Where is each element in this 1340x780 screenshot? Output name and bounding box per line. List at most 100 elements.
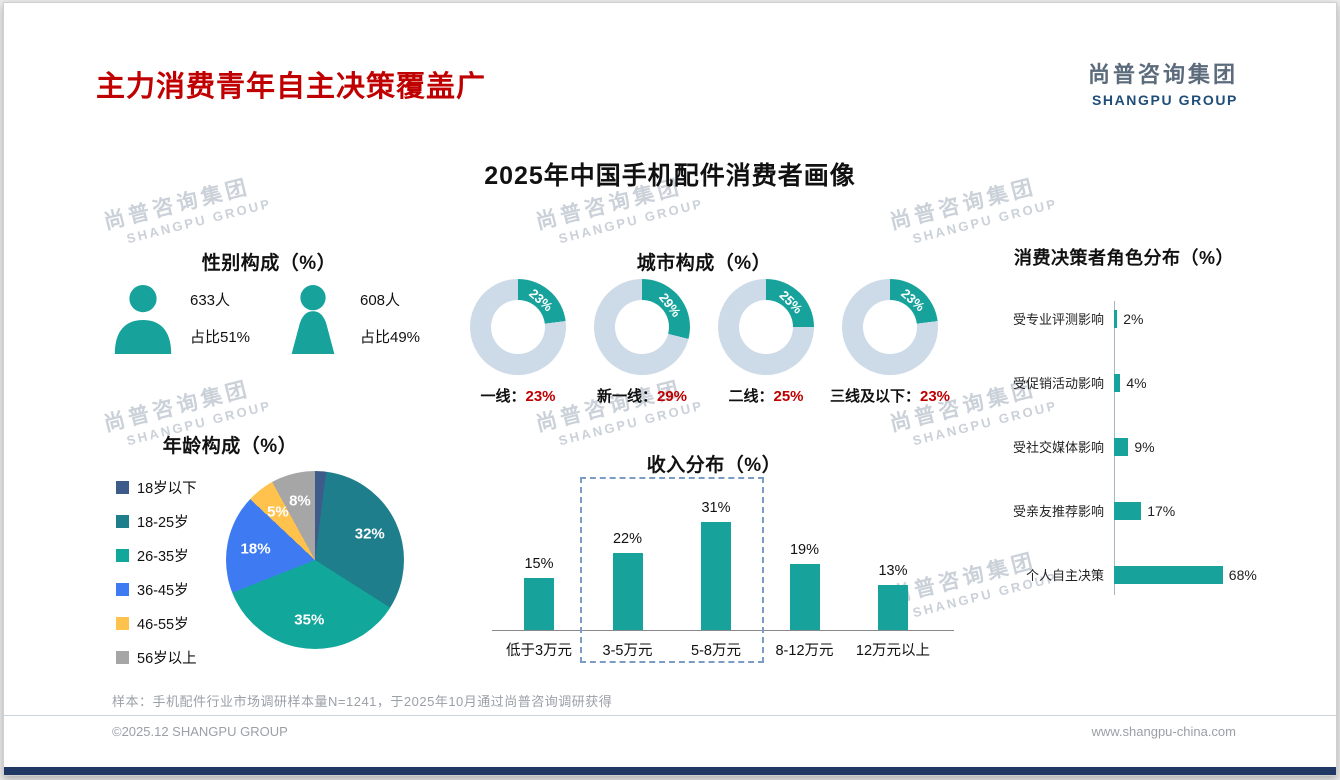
income-baseline: [492, 630, 954, 631]
pie-slice-label: 32%: [354, 525, 385, 543]
income-bar: [878, 584, 908, 630]
decision-value: 17%: [1147, 502, 1176, 519]
income-chart: 15% 低于3万元 22% 3-5万元 31% 5-8万元 19% 8-12万元 13% 12万元…: [484, 469, 959, 669]
decision-bar-row: 受社交媒体影响 9%: [956, 437, 1306, 456]
decision-label: 受促销活动影响: [1012, 376, 1104, 391]
legend-label: 18-25岁: [137, 515, 189, 531]
income-value: 22%: [612, 531, 643, 547]
donut-hole: [615, 300, 669, 354]
watermark-cn: 尚普咨询集团: [101, 377, 253, 437]
city-donut-chart: 23%: [842, 279, 938, 375]
footer-divider: [4, 715, 1336, 716]
donut-hole: [863, 300, 917, 354]
income-bar: [612, 553, 643, 630]
decision-label: 受社交媒体影响: [1012, 440, 1104, 455]
gender-section-title: 性别构成（%）: [201, 253, 337, 274]
female-icon: [278, 281, 348, 359]
legend-label: 26-35岁: [137, 549, 189, 565]
donut-hole: [491, 300, 545, 354]
age-section-title: 年龄构成（%）: [162, 436, 298, 457]
decision-value: 2%: [1123, 310, 1144, 327]
decision-bar-row: 受亲友推荐影响 17%: [956, 501, 1306, 520]
page-title: 主力消费青年自主决策覆盖广: [96, 71, 487, 103]
decision-label: 受专业评测影响: [1012, 312, 1104, 327]
donut-caption-label: 二线：: [728, 388, 774, 405]
pie-slice-label: 5%: [267, 503, 289, 521]
donut-caption: 新一线：29%: [597, 385, 687, 406]
decision-bar: [1114, 437, 1129, 456]
income-category: 3-5万元: [602, 643, 653, 659]
watermark-en: SHANGPU GROUP: [125, 195, 274, 247]
legend-item: 36-45岁: [116, 579, 197, 600]
income-category: 5-8万元: [691, 643, 741, 659]
income-value: 31%: [701, 499, 731, 516]
bottom-accent-bar: [4, 767, 1336, 775]
legend-label: 36-45岁: [137, 583, 189, 599]
city-donut-chart: 25%: [718, 279, 814, 375]
income-bar: [789, 563, 820, 630]
brand-logo: 尚普咨询集团 SHANGPU GROUP: [1088, 57, 1238, 108]
legend-swatch: [116, 617, 129, 630]
gender-section: 633人 占比51% 608人 占比49%: [108, 281, 448, 359]
age-legend: 18岁以下 18-25岁 26-35岁 36-45岁 46-55岁 56岁以上: [116, 477, 197, 681]
income-bar: [524, 577, 554, 630]
slide: 尚普咨询集团 SHANGPU GROUP 尚普咨询集团 SHANGPU GROUP 尚普…: [3, 2, 1337, 776]
donut-hole: [739, 300, 793, 354]
legend-swatch: [116, 515, 129, 528]
infographic-title: 2025年中国手机配件消费者画像: [484, 162, 856, 190]
decision-bar: [1114, 501, 1142, 520]
decision-value: 68%: [1228, 566, 1257, 583]
income-category: 12万元以上: [855, 643, 931, 659]
legend-swatch: [116, 549, 129, 562]
legend-label: 18岁以下: [137, 481, 197, 497]
city-donut-cell: 29% 新一线：29%: [580, 279, 704, 406]
legend-label: 56岁以上: [137, 651, 197, 667]
income-category: 8-12万元: [775, 643, 834, 659]
footer-website: www.shangpu-china.com: [1091, 724, 1236, 739]
income-bar: [701, 521, 731, 630]
income-section-title: 收入分布（%）: [646, 455, 782, 476]
decision-value: 9%: [1134, 438, 1155, 455]
male-count: 633人: [190, 292, 231, 309]
income-value: 13%: [878, 562, 908, 579]
sample-footnote: 样本：手机配件行业市场调研样本量N=1241，于2025年10月通过尚普咨询调研…: [112, 694, 613, 709]
female-stats: 608人 占比49%: [360, 289, 448, 347]
donut-caption: 三线及以下：23%: [830, 385, 950, 406]
donut-caption-label: 一线：: [480, 388, 526, 405]
legend-item: 46-55岁: [116, 613, 197, 634]
city-donut-chart: 29%: [594, 279, 690, 375]
income-highlight-box: [579, 477, 764, 663]
city-donut-chart: 23%: [470, 279, 566, 375]
donut-caption: 二线：25%: [728, 385, 803, 406]
decision-bar-row: 受专业评测影响 2%: [956, 309, 1306, 328]
decision-bar: [1114, 309, 1118, 328]
decision-label: 受亲友推荐影响: [1012, 504, 1104, 519]
donut-caption-value: 23%: [525, 388, 556, 405]
decision-value: 4%: [1126, 374, 1147, 391]
decision-section-title: 消费决策者角色分布（%）: [1013, 248, 1234, 268]
donut-caption-label: 新一线：: [596, 388, 657, 405]
legend-swatch: [116, 583, 129, 596]
city-donut-cell: 23% 三线及以下：23%: [828, 279, 952, 406]
footer-copyright: ©2025.12 SHANGPU GROUP: [112, 724, 288, 739]
watermark-en: SHANGPU GROUP: [557, 397, 706, 449]
city-donut-cell: 23% 一线：23%: [456, 279, 580, 406]
legend-label: 46-55岁: [137, 617, 189, 633]
city-donuts: 23% 一线：23% 29% 新一线：29% 25% 二线：25% 23% 三线及以下：23%: [456, 279, 952, 406]
legend-swatch: [116, 481, 129, 494]
decision-bar-row: 个人自主决策 68%: [956, 565, 1306, 584]
female-share: 占比49%: [360, 329, 421, 346]
decision-bar: [1114, 373, 1121, 392]
brand-logo-cn: 尚普咨询集团: [1087, 62, 1238, 87]
donut-caption-value: 29%: [656, 388, 688, 405]
legend-swatch: [116, 651, 129, 664]
male-stats: 633人 占比51%: [190, 289, 278, 347]
female-count: 608人: [360, 292, 401, 309]
pie-slice-label: 8%: [289, 492, 311, 510]
donut-caption-value: 23%: [919, 388, 951, 405]
brand-logo-en: SHANGPU GROUP: [1091, 92, 1238, 108]
income-value: 15%: [524, 555, 554, 572]
income-value: 19%: [789, 541, 820, 558]
donut-caption-label: 三线及以下：: [829, 388, 920, 405]
legend-item: 26-35岁: [116, 545, 197, 566]
